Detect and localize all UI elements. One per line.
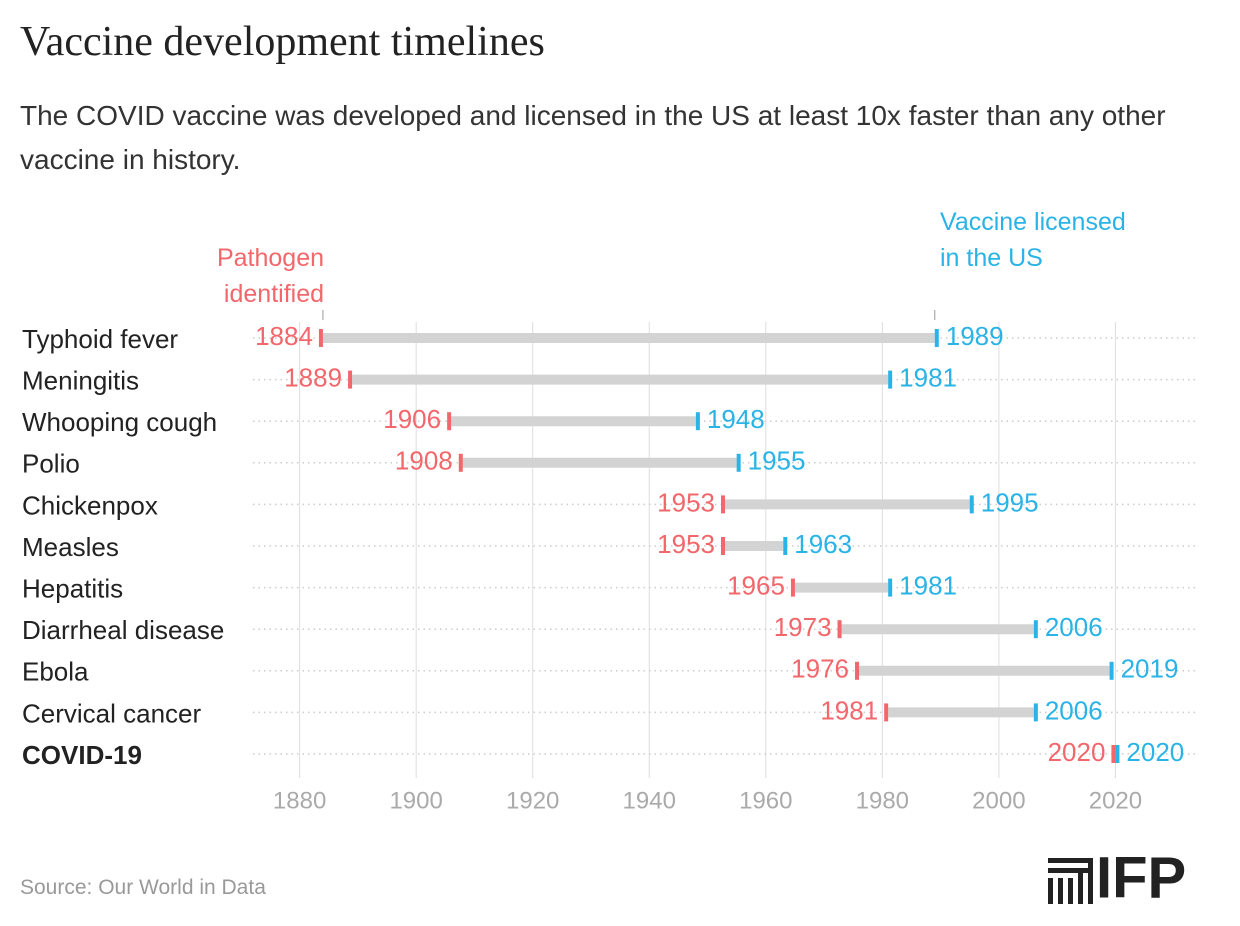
start-marker (884, 703, 889, 722)
end-label: 1981 (899, 570, 957, 600)
end-marker (1109, 661, 1114, 680)
start-marker (837, 620, 842, 639)
start-label: 1953 (657, 487, 715, 517)
start-marker (721, 537, 725, 555)
end-marker (888, 370, 893, 389)
start-label: 1889 (284, 362, 342, 392)
start-label: 1953 (657, 529, 715, 559)
legend-entry: Pathogen identified (216, 244, 324, 308)
start-label: 1976 (791, 654, 849, 684)
start-marker (790, 578, 795, 597)
category-label: Whooping cough (22, 407, 217, 437)
start-marker (318, 329, 323, 347)
end-label: 1981 (899, 362, 957, 392)
category-label: Chickenpox (22, 490, 158, 520)
end-marker (736, 453, 741, 472)
category-label: Diarrheal disease (22, 615, 224, 645)
end-marker (969, 495, 974, 514)
start-marker (855, 661, 860, 680)
category-label: Hepatitis (22, 573, 123, 603)
chart-title: Vaccine development timelines (20, 19, 545, 65)
end-marker (695, 412, 700, 431)
category-label: Ebola (22, 657, 89, 687)
logo-text: IFP (1096, 845, 1186, 910)
logo-bars (1048, 858, 1093, 904)
start-label: 1973 (774, 612, 832, 642)
source-note: Source: Our World in Data (20, 876, 266, 899)
start-marker (348, 370, 353, 389)
x-tick-label: 2020 (1089, 787, 1142, 814)
category-label: Measles (22, 532, 119, 562)
end-label: 1955 (748, 446, 806, 476)
category-label: Cervical cancer (22, 698, 202, 728)
x-tick-label: 1980 (856, 787, 909, 814)
legend-entry: Vaccine licensed in the US (940, 208, 1126, 272)
end-label: 1995 (981, 487, 1039, 517)
start-marker (721, 495, 725, 514)
end-label: 1989 (946, 321, 1004, 351)
end-marker (1033, 703, 1038, 722)
end-label: 2006 (1045, 695, 1103, 725)
start-label: 1884 (255, 321, 313, 351)
x-tick-label: 2000 (972, 787, 1025, 814)
end-marker (1033, 620, 1038, 639)
chart-subtitle: The COVID vaccine was developed and lice… (20, 100, 1166, 175)
start-label: 1981 (820, 695, 878, 725)
end-label: 1963 (794, 529, 852, 559)
end-marker (934, 329, 939, 347)
start-marker (458, 453, 463, 472)
start-marker (1111, 745, 1116, 763)
start-label: 1906 (383, 404, 441, 434)
start-label: 1965 (727, 570, 785, 600)
end-label: 2020 (1126, 737, 1184, 767)
category-label: COVID-19 (22, 740, 142, 770)
x-tick-label: 1900 (389, 787, 442, 814)
end-label: 1948 (707, 404, 765, 434)
x-tick-label: 1880 (273, 787, 326, 814)
x-tick-label: 1960 (739, 787, 792, 814)
start-label: 1908 (395, 446, 453, 476)
end-marker (783, 537, 788, 555)
category-label: Typhoid fever (22, 324, 178, 354)
end-label: 2006 (1045, 612, 1103, 642)
start-marker (447, 412, 452, 431)
end-marker (1115, 745, 1120, 763)
start-label: 2020 (1048, 737, 1106, 767)
end-label: 2019 (1121, 654, 1179, 684)
x-tick-label: 1940 (623, 787, 676, 814)
end-marker (888, 578, 893, 597)
category-label: Meningitis (22, 365, 139, 395)
x-tick-label: 1920 (506, 787, 559, 814)
category-label: Polio (22, 449, 80, 479)
